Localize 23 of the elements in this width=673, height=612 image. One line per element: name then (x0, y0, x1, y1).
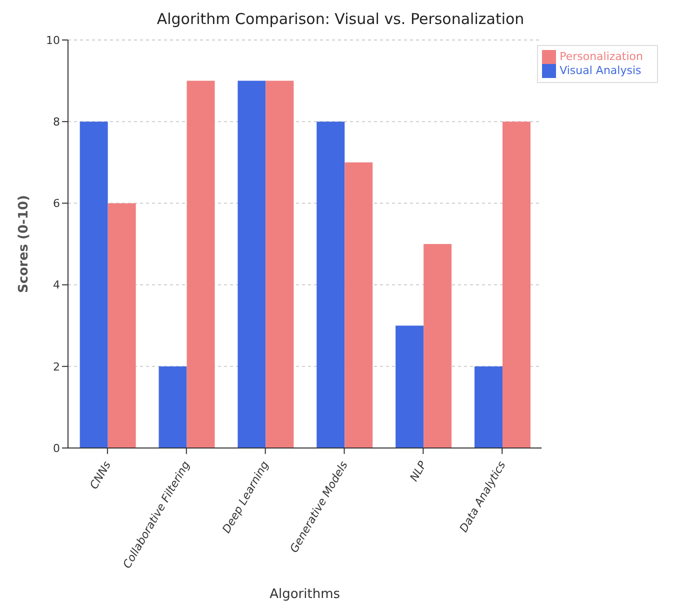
y-tick-label: 0 (53, 442, 60, 455)
bar (396, 326, 424, 448)
bar (502, 122, 530, 448)
y-tick-label: 10 (46, 34, 60, 47)
y-tick-label: 8 (53, 116, 60, 129)
legend-label: Personalization (560, 50, 643, 64)
bar (344, 162, 373, 448)
y-tick-label: 2 (53, 360, 60, 374)
y-tick-label: 4 (53, 278, 60, 292)
x-axis-title: Algorithms (270, 587, 340, 602)
bar (108, 203, 136, 448)
bar (424, 244, 452, 448)
y-axis-title: Scores (0-10) (16, 195, 32, 293)
bar (266, 80, 294, 448)
bar (158, 366, 187, 448)
bar (316, 122, 345, 448)
bar (186, 80, 215, 448)
legend-label: Visual Analysis (560, 64, 642, 78)
chart-title: Algorithm Comparison: Visual vs. Personalization (156, 9, 526, 30)
y-tick-label: 6 (53, 197, 60, 210)
bar (474, 366, 502, 448)
bar (80, 122, 108, 448)
bar (238, 80, 266, 448)
